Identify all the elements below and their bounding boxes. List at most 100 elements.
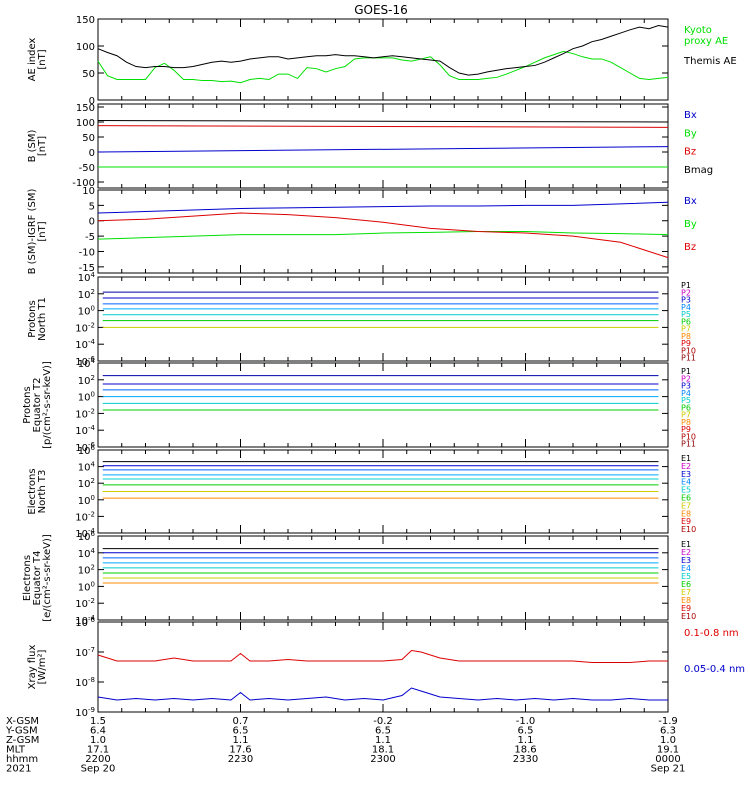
channel-label-p_eq-6: P7 xyxy=(681,411,691,420)
x-row-label-0: X-GSM xyxy=(6,716,39,727)
x-tick-value-3-0: -1.0 xyxy=(516,716,536,727)
y-tick-label-bsm_igrf-2: 0 xyxy=(89,217,95,228)
channel-label-p_north-4: P5 xyxy=(681,310,691,319)
x-tick-value-0-5: Sep 20 xyxy=(81,764,116,775)
channel-label-e_north-6: E7 xyxy=(681,501,691,510)
x-tick-value-4-2: 1.0 xyxy=(660,735,676,746)
x-axis-labels: X-GSMY-GSMZ-GSMMLThhmm20211.56.41.017.12… xyxy=(5,716,685,775)
series-line-bsm-2 xyxy=(97,125,669,128)
channel-label-p_north-7: P8 xyxy=(681,332,691,341)
panel-frame-ae xyxy=(97,18,669,101)
x-tick-value-4-0: -1.9 xyxy=(658,716,678,727)
series-line-xray-0 xyxy=(97,649,668,663)
y-tick-label-bsm_igrf-1: 5 xyxy=(89,201,95,212)
y-tick-label-bsm-3: 0 xyxy=(89,148,95,159)
y-axis-label-ae: AE index[nT] xyxy=(27,38,48,82)
y-tick-label-bsm_igrf-3: -5 xyxy=(85,232,95,243)
y-tick-label-e_north-2: 102 xyxy=(78,477,95,490)
channel-label-p_eq-10: P11 xyxy=(681,440,696,449)
y-tick-label-e_north-1: 104 xyxy=(78,461,96,474)
x-tick-value-3-1: 6.5 xyxy=(518,726,534,737)
y-tick-label-bsm_igrf-0: 10 xyxy=(82,186,95,197)
series-line-xray-1 xyxy=(97,687,668,701)
series-line-bsm-3 xyxy=(97,120,669,123)
channel-label-p_eq-5: P6 xyxy=(681,403,691,412)
y-axis-label-p_north: ProtonsNorth T1 xyxy=(27,297,48,341)
x-tick-value-4-5: Sep 21 xyxy=(651,764,686,775)
panel-frame-p_north xyxy=(97,276,669,362)
y-tick-label-bsm_igrf-4: -10 xyxy=(79,247,95,258)
channel-label-e_north-1: E2 xyxy=(681,462,691,471)
x-tick-value-4-4: 0000 xyxy=(655,754,680,765)
x-tick-value-3-4: 2330 xyxy=(513,754,538,765)
y-tick-label-e_eq-5: 10-4 xyxy=(75,614,95,627)
series-label-ae-1: Themis AE xyxy=(683,56,737,67)
x-tick-value-2-3: 18.1 xyxy=(372,745,394,756)
series-label-bsm-0: Bx xyxy=(684,110,697,121)
channel-label-e_north-0: E1 xyxy=(681,454,691,463)
y-tick-label-p_north-5: 10-6 xyxy=(75,355,95,368)
channel-label-p_north-0: P1 xyxy=(681,281,691,290)
y-tick-label-p_north-3: 10-2 xyxy=(75,321,95,334)
x-tick-value-3-2: 1.1 xyxy=(518,735,534,746)
y-tick-label-e_eq-3: 100 xyxy=(78,580,95,593)
series-label-ae-0: Kyoto proxy AE xyxy=(684,25,728,47)
y-tick-label-p_eq-0: 104 xyxy=(78,357,96,370)
x-tick-value-2-4: 2300 xyxy=(370,754,395,765)
x-tick-value-2-2: 1.1 xyxy=(375,735,391,746)
series-label-bsm-1: By xyxy=(684,128,697,139)
x-tick-value-0-1: 6.4 xyxy=(90,726,106,737)
channel-label-e_north-2: E3 xyxy=(681,470,691,479)
panel-frame-xray xyxy=(97,621,669,713)
channel-label-p_eq-0: P1 xyxy=(681,367,691,376)
series-line-bsm_igrf-2 xyxy=(97,212,669,259)
y-tick-label-p_north-4: 10-4 xyxy=(75,338,95,351)
channel-label-e_north-3: E4 xyxy=(681,478,691,487)
series-label-bsm_igrf-2: Bz xyxy=(684,242,696,253)
channel-label-e_north-8: E9 xyxy=(681,517,691,526)
y-tick-label-bsm-4: -50 xyxy=(79,163,95,174)
y-tick-label-p_north-0: 104 xyxy=(78,271,96,284)
channel-label-e_eq-3: E4 xyxy=(681,564,691,573)
channel-label-p_north-8: P9 xyxy=(681,339,691,348)
channel-label-e_north-9: E10 xyxy=(681,525,696,534)
channel-label-e_eq-1: E2 xyxy=(681,548,691,557)
y-tick-label-ae-0: 150 xyxy=(76,15,95,26)
y-tick-label-xray-3: 10-9 xyxy=(75,706,95,719)
y-axis-label-e_north: ElectronsNorth T3 xyxy=(27,468,48,514)
panel-frame-bsm_igrf xyxy=(97,189,669,274)
x-row-label-4: hhmm xyxy=(6,754,38,765)
x-tick-value-2-0: -0.2 xyxy=(373,716,393,727)
y-tick-label-bsm-0: 150 xyxy=(76,103,95,114)
x-row-label-3: MLT xyxy=(6,745,26,756)
y-tick-label-p_eq-5: 10-6 xyxy=(75,441,95,454)
x-tick-value-1-4: 2230 xyxy=(228,754,253,765)
x-tick-value-0-2: 1.0 xyxy=(90,735,106,746)
panel-ae: 150 100 50 0 AE index[nT] Kyoto proxy AE Themis… xyxy=(27,15,737,107)
y-axis-label-bsm: B (SM)[nT] xyxy=(27,129,48,162)
series-label-bsm_igrf-1: By xyxy=(684,219,697,230)
y-tick-label-e_eq-0: 106 xyxy=(78,530,96,543)
y-tick-label-p_eq-3: 10-2 xyxy=(75,407,95,420)
y-axis-label-bsm_igrf: B (SM)-IGRF (SM)[nT] xyxy=(27,189,48,275)
y-tick-label-p_north-1: 102 xyxy=(78,288,95,301)
channel-label-p_north-3: P4 xyxy=(681,303,691,312)
channel-label-p_north-1: P2 xyxy=(681,288,691,297)
series-line-bsm-0 xyxy=(97,146,669,153)
y-tick-label-bsm_igrf-5: -15 xyxy=(79,263,95,274)
series-line-ae-0 xyxy=(97,50,669,84)
panel-frame-bsm xyxy=(97,103,669,189)
figure-title: GOES-16 xyxy=(354,3,408,17)
y-tick-label-e_north-5: 10-4 xyxy=(75,527,95,540)
series-label-xray-1: 0.05-0.4 nm xyxy=(684,664,745,675)
channel-label-e_north-4: E5 xyxy=(681,486,691,495)
series-line-bsm_igrf-0 xyxy=(97,201,669,214)
channel-label-p_eq-8: P9 xyxy=(681,425,691,434)
x-tick-value-4-1: 6.3 xyxy=(660,726,676,737)
y-tick-label-e_north-0: 106 xyxy=(78,444,96,457)
panel-e_eq: 106 104 102 100 10-2 10-4 ElectronsEquator T4[… xyxy=(22,530,696,627)
y-tick-label-ae-1: 100 xyxy=(76,42,95,53)
y-tick-label-p_north-2: 100 xyxy=(78,305,95,318)
